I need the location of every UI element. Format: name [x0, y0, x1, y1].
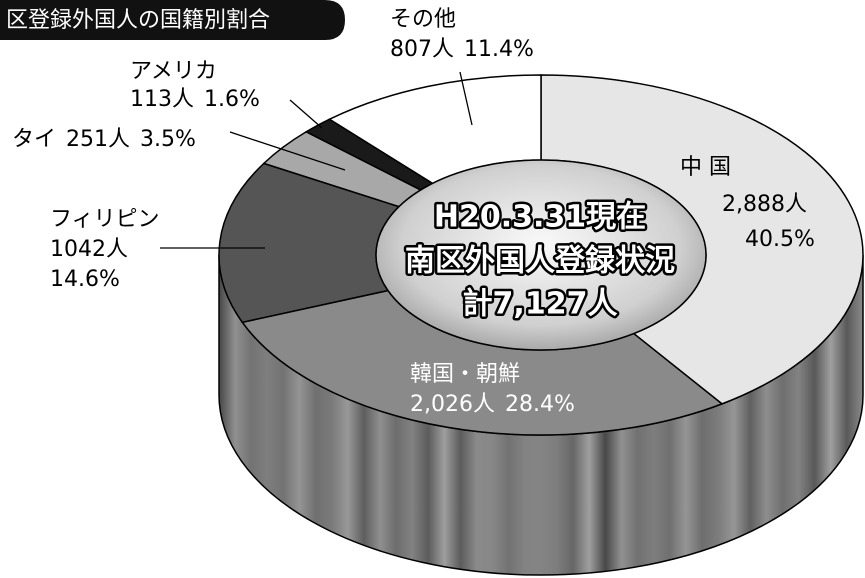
category-label: その他 [390, 7, 456, 32]
count-label: 113人 [130, 87, 194, 112]
slice-label: 1042人 [50, 237, 128, 262]
count-label: 251人 [66, 127, 130, 152]
slice-label: アメリカ [130, 59, 217, 84]
center-annotation: 南区外国人登録状況 [405, 244, 675, 279]
center-annotation: 計7,127人 [463, 287, 618, 322]
count-label: 807人 [390, 37, 454, 62]
leader-line [289, 99, 323, 129]
chart-title: 区登録外国人の国籍別割合 [6, 8, 270, 33]
slice-label: 2,888人 [722, 192, 807, 217]
percent-label: 11.4% [464, 37, 534, 62]
percent-label: 3.5% [140, 127, 196, 152]
percent-label: 28.4% [505, 392, 575, 417]
donut-hole [375, 159, 707, 351]
count-label: 2,026人 [410, 392, 495, 417]
title-box [0, 0, 345, 40]
count-label: 1042人 [50, 237, 128, 262]
percent-label: 1.6% [204, 87, 260, 112]
slice-label: 40.5% [745, 227, 815, 252]
category-label: フィリピン [50, 207, 160, 232]
slice-label: 中 国 [680, 155, 731, 180]
percent-label: 40.5% [745, 227, 815, 252]
category-label: 韓国・朝鮮 [410, 362, 520, 387]
percent-label: 14.6% [50, 267, 120, 292]
slice-label: 807人 11.4% [390, 37, 534, 62]
slice-label: その他 [390, 7, 456, 32]
pie [218, 74, 864, 576]
slice-label: 113人 1.6% [130, 87, 260, 112]
slice-label: フィリピン [50, 207, 160, 232]
category-label: アメリカ [130, 59, 217, 84]
count-label: 2,888人 [722, 192, 807, 217]
slice-label: 2,026人 28.4% [410, 392, 575, 417]
center-annotation: H20.3.31現在 [434, 200, 646, 235]
category-label: タイ [12, 127, 56, 152]
leader-line [459, 71, 473, 126]
slice-label: タイ 251人 3.5% [12, 127, 196, 152]
slice-label: 14.6% [50, 267, 120, 292]
slice-label: 韓国・朝鮮 [410, 362, 520, 387]
category-label: 中 国 [680, 155, 731, 180]
leader-line [229, 131, 346, 171]
